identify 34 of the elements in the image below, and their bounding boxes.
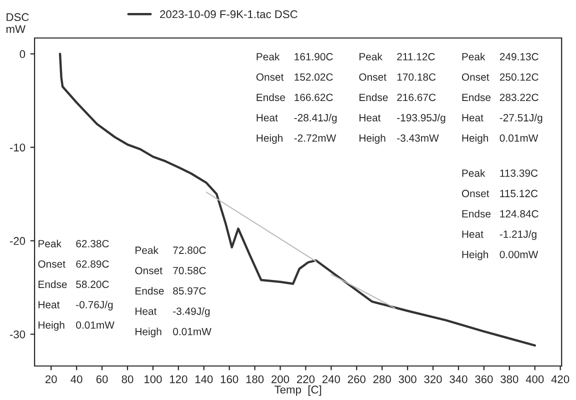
x-tick-label: 160 (220, 375, 238, 384)
x-axis-title: Temp [C] (274, 385, 322, 396)
x-tick-label: 380 (500, 375, 518, 384)
y-axis-title: DSC mW (6, 13, 29, 33)
x-tick-label: 420 (551, 375, 570, 384)
text: Peak 72.80C Onset 70.58C Endse 85.97C Heat -3.49J/g Heigh 0.01mW (135, 246, 212, 338)
x-tick-label: 400 (526, 375, 544, 384)
text: Peak 211.12C Onset 170.18C Endse 216.67C Heat -193.95J/g Heigh -3.43mW (359, 52, 446, 144)
y-tick-label: -10 (10, 144, 26, 152)
x-tick-label: 140 (195, 375, 213, 384)
x-tick-label: 60 (96, 375, 108, 384)
x-tick-label: 100 (144, 375, 162, 384)
text: Peak 62.38C Onset 62.89C Endse 58.20C Heat -0.76J/g Heigh 0.01mW (38, 240, 114, 331)
x-tick-label: 180 (246, 375, 264, 384)
y-tick-label: -20 (10, 237, 26, 245)
x-tick-label: 200 (272, 375, 290, 384)
y-tick-label: -30 (10, 330, 26, 338)
text: Peak 161.90C Onset 152.02C Endse 166.62C Heat -28.41J/g Heigh -2.72mW (256, 52, 337, 144)
x-tick-label: 320 (424, 375, 442, 384)
x-tick-label: 120 (170, 375, 188, 384)
text: Peak 113.39C Onset 115.12C Endse 124.84C Heat -1.21J/g Heigh 0.00mW (462, 169, 538, 260)
x-tick-label: 20 (45, 375, 57, 384)
x-tick-label: 240 (322, 375, 340, 384)
x-tick-label: 360 (475, 375, 493, 384)
x-tick-label: 40 (70, 375, 82, 384)
x-tick-label: 260 (348, 375, 366, 384)
x-tick-label: 280 (373, 375, 391, 384)
x-tick-label: 80 (122, 375, 134, 384)
text: Peak 249.13C Onset 250.12C Endse 283.22C Heat -27.51J/g Heigh 0.01mW (462, 52, 542, 144)
x-tick-label: 300 (398, 375, 416, 384)
x-tick-label: 340 (450, 375, 468, 384)
x-tick-label: 220 (297, 375, 315, 384)
y-tick-label: 0 (20, 50, 26, 58)
legend-label: 2023-10-09 F-9K-1.tac DSC (160, 10, 298, 18)
